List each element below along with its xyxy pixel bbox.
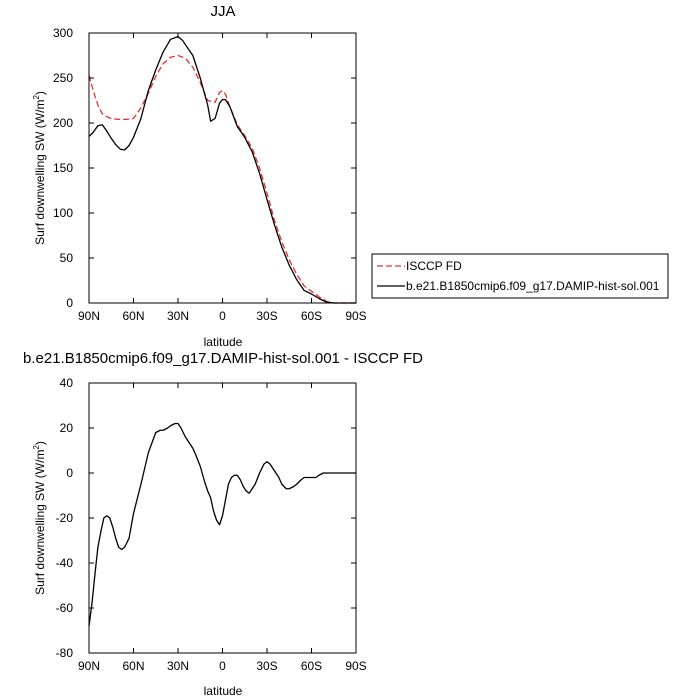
legend: ISCCP FD b.e21.B1850cmip6.f09_g17.DAMIP-… xyxy=(371,253,669,299)
top-panel: JJA 90N 60N 30N 0 30S 60S 90S 0 50 100 150 200 250 3… xyxy=(32,3,367,349)
top-y-tick-label: 300 xyxy=(53,26,73,40)
bottom-series-group xyxy=(88,422,356,627)
top-y-tick-label: 0 xyxy=(66,296,73,310)
top-x-tick-label: 30N xyxy=(167,309,189,323)
top-plot-frame xyxy=(88,32,357,304)
bottom-y-tick-label: -80 xyxy=(56,646,74,660)
bottom-chart-title: b.e21.B1850cmip6.f09_g17.DAMIP-hist-sol.… xyxy=(23,350,423,367)
bottom-plot-frame xyxy=(88,382,357,654)
bottom-x-axis: 90N 60N 30N 0 30S 60S 90S xyxy=(78,383,367,673)
top-y-tick-label: 250 xyxy=(53,71,73,85)
top-x-tick-label: 60N xyxy=(122,309,144,323)
bottom-x-tick-label: 90N xyxy=(78,659,100,673)
bottom-x-tick-label: 60S xyxy=(301,659,322,673)
bottom-series-line-0 xyxy=(88,422,356,627)
top-series-line-0 xyxy=(88,54,356,304)
top-y-tick-label: 200 xyxy=(53,116,73,130)
top-series-line-1 xyxy=(88,35,356,304)
top-chart-title: JJA xyxy=(210,3,235,20)
bottom-y-tick-label: -40 xyxy=(56,556,74,570)
top-y-axis-label: Surf downwelling SW (W/m2) xyxy=(32,91,47,245)
bottom-y-tick-label: -60 xyxy=(56,601,74,615)
bottom-panel: b.e21.B1850cmip6.f09_g17.DAMIP-hist-sol.… xyxy=(23,350,423,698)
top-x-tick-label: 60S xyxy=(301,309,322,323)
bottom-x-tick-label: 30N xyxy=(167,659,189,673)
top-y-tick-label: 150 xyxy=(53,161,73,175)
top-y-tick-label: 50 xyxy=(60,251,74,265)
top-x-tick-label: 30S xyxy=(256,309,277,323)
bottom-y-axis-label: Surf downwelling SW (W/m2) xyxy=(32,441,47,595)
top-series-group xyxy=(88,35,356,304)
bottom-x-axis-label: latitude xyxy=(204,684,243,698)
bottom-x-tick-label: 60N xyxy=(122,659,144,673)
legend-entry-isccp: ISCCP FD xyxy=(406,259,462,273)
top-x-axis: 90N 60N 30N 0 30S 60S 90S xyxy=(78,33,367,323)
top-x-axis-label: latitude xyxy=(204,335,243,349)
top-y-tick-label: 100 xyxy=(53,206,73,220)
top-x-tick-label: 0 xyxy=(219,309,226,323)
bottom-y-tick-label: -20 xyxy=(56,511,74,525)
bottom-x-tick-label: 30S xyxy=(256,659,277,673)
top-x-tick-label: 90S xyxy=(345,309,366,323)
top-y-axis: 0 50 100 150 200 250 300 xyxy=(53,26,356,310)
top-x-tick-label: 90N xyxy=(78,309,100,323)
bottom-x-tick-label: 90S xyxy=(345,659,366,673)
legend-box xyxy=(371,253,669,299)
bottom-y-axis: -80 -60 -40 -20 0 20 40 xyxy=(56,376,356,660)
bottom-y-tick-label: 0 xyxy=(66,466,73,480)
bottom-y-tick-label: 40 xyxy=(60,376,74,390)
legend-entry-model: b.e21.B1850cmip6.f09_g17.DAMIP-hist-sol.… xyxy=(406,279,660,293)
bottom-x-tick-label: 0 xyxy=(219,659,226,673)
bottom-y-tick-label: 20 xyxy=(60,421,74,435)
